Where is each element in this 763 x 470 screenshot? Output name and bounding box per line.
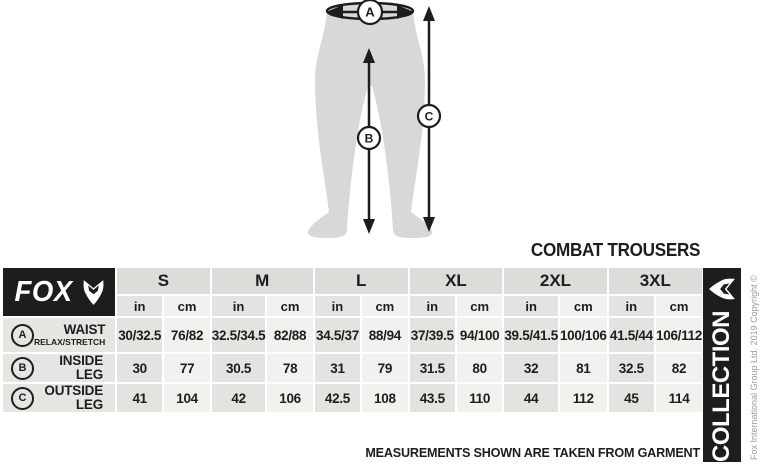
unit-header: in — [409, 296, 455, 316]
value-cell: 37/39.5 — [409, 318, 455, 352]
measurement-note: MEASUREMENTS SHOWN ARE TAKEN FROM GARMEN… — [365, 445, 700, 460]
collection-bar — [703, 268, 741, 462]
value-cell: 30 — [117, 354, 163, 382]
row-label-inside-leg: B INSIDE LEG — [3, 352, 115, 382]
fox-logo-text: FOX — [14, 275, 74, 308]
value-cell: 79 — [362, 354, 408, 382]
waist-arrow: A — [326, 0, 414, 26]
label-b: B — [365, 132, 374, 146]
unit-header: cm — [362, 296, 408, 316]
value-cell: 34.5/37 — [314, 318, 361, 352]
unit-header: in — [314, 296, 361, 316]
row-label-outside-leg: C OUTSIDE LEG — [3, 382, 115, 412]
fox-head-icon — [709, 278, 735, 300]
value-cell: 39.5/41.5 — [504, 318, 558, 352]
value-cell: 81 — [559, 354, 607, 382]
value-cell: 76/82 — [164, 318, 210, 352]
unit-header: cm — [656, 296, 702, 316]
size-table: FOX S M L XL 2XL 3XL in cm in cm in cm i… — [3, 268, 702, 412]
value-cell: 32.5/34.5 — [211, 318, 266, 352]
value-cell: 31.5 — [409, 354, 455, 382]
value-cell: 30.5 — [211, 354, 266, 382]
value-cell: 82 — [656, 354, 702, 382]
size-col-header-3xl: 3XL — [608, 268, 702, 294]
value-cell: 41 — [117, 384, 163, 412]
value-cell: 43.5 — [409, 384, 455, 412]
value-cell: 110 — [456, 384, 503, 412]
unit-header: cm — [164, 296, 210, 316]
unit-header: in — [504, 296, 558, 316]
row-label-text: OUTSIDE LEG — [44, 382, 103, 412]
circled-letter-a: A — [11, 323, 34, 347]
inside-leg-arrow: B — [356, 48, 382, 234]
value-cell: 78 — [267, 354, 313, 382]
size-col-header-m: M — [211, 268, 313, 294]
page-title: COMBAT TROUSERS — [530, 240, 701, 260]
value-cell: 32 — [504, 354, 558, 382]
circled-letter-b: B — [11, 356, 34, 380]
value-cell: 88/94 — [362, 318, 408, 352]
row-label-text: WAIST — [63, 322, 106, 338]
value-cell: 42.5 — [314, 384, 361, 412]
value-cell: 32.5 — [608, 354, 655, 382]
value-cell: 114 — [656, 384, 702, 412]
size-col-header-xl: XL — [409, 268, 503, 294]
value-cell: 108 — [362, 384, 408, 412]
unit-header: in — [211, 296, 266, 316]
value-cell: 77 — [164, 354, 210, 382]
value-cell: 80 — [456, 354, 503, 382]
value-cell: 45 — [608, 384, 655, 412]
row-label-text: INSIDE LEG — [59, 352, 103, 382]
copyright-text: Fox International Group Ltd. 2019 Copyri… — [749, 275, 759, 460]
value-cell: 112 — [559, 384, 607, 412]
value-cell: 106 — [267, 384, 313, 412]
value-cell: 44 — [504, 384, 558, 412]
row-sublabel-text: RELAX/STRETCH — [34, 336, 106, 347]
value-cell: 82/88 — [267, 318, 313, 352]
value-cell: 94/100 — [456, 318, 503, 352]
label-c: C — [425, 110, 434, 124]
value-cell: 106/112 — [656, 318, 702, 352]
fox-logo: FOX — [3, 268, 115, 316]
value-cell: 100/106 — [559, 318, 607, 352]
size-col-header-2xl: 2XL — [504, 268, 607, 294]
unit-header: in — [608, 296, 655, 316]
outside-leg-arrow: C — [416, 6, 442, 232]
value-cell: 31 — [314, 354, 361, 382]
collection-label: COLLECTION — [708, 311, 735, 462]
unit-header: cm — [267, 296, 313, 316]
value-cell: 41.5/44 — [608, 318, 655, 352]
value-cell: 30/32.5 — [117, 318, 163, 352]
unit-header: cm — [456, 296, 503, 316]
unit-header: cm — [559, 296, 607, 316]
size-col-header-s: S — [117, 268, 210, 294]
trousers-silhouette — [307, 7, 433, 238]
label-a: A — [365, 5, 375, 20]
size-col-header-l: L — [314, 268, 408, 294]
circled-letter-c: C — [11, 386, 34, 410]
value-cell: 104 — [164, 384, 210, 412]
value-cell: 42 — [211, 384, 266, 412]
row-label-waist: A WAIST RELAX/STRETCH — [3, 318, 115, 352]
unit-header: in — [117, 296, 163, 316]
trousers-measurement-diagram: A B C — [307, 0, 442, 238]
fox-head-icon — [83, 279, 104, 305]
